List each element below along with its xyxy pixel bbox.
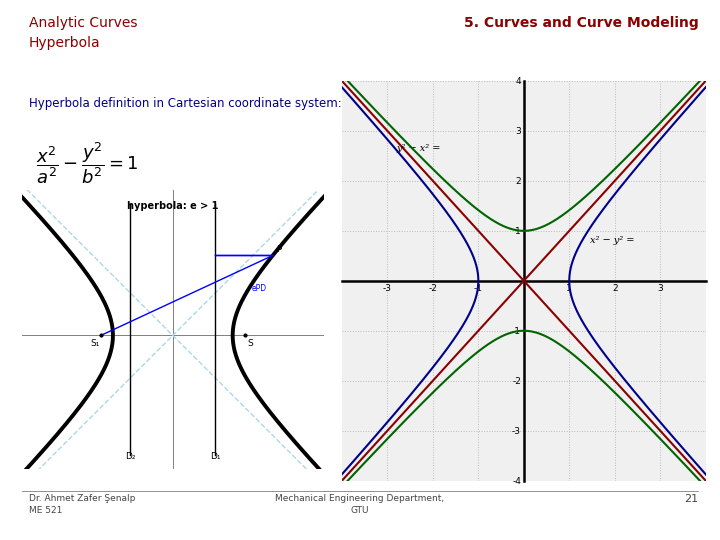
Text: Analytic Curves
Hyperbola: Analytic Curves Hyperbola xyxy=(29,16,138,50)
Text: hyperbola: e > 1: hyperbola: e > 1 xyxy=(127,201,218,212)
Text: y² − x² =: y² − x² = xyxy=(397,144,441,153)
Text: x² − y² =: x² − y² = xyxy=(590,237,634,245)
Text: Hyperbola definition in Cartesian coordinate system:: Hyperbola definition in Cartesian coordi… xyxy=(29,97,341,110)
Text: ePD: ePD xyxy=(251,285,266,293)
Text: S₁: S₁ xyxy=(90,339,99,348)
Text: Dr. Ahmet Zafer Şenalp
ME 521: Dr. Ahmet Zafer Şenalp ME 521 xyxy=(29,494,135,515)
Text: $\dfrac{x^2}{a^2} - \dfrac{y^2}{b^2} = 1$: $\dfrac{x^2}{a^2} - \dfrac{y^2}{b^2} = 1… xyxy=(36,140,139,186)
Text: D₂: D₂ xyxy=(125,453,135,462)
Text: P: P xyxy=(276,246,282,254)
Text: S: S xyxy=(247,339,253,348)
Text: 5. Curves and Curve Modeling: 5. Curves and Curve Modeling xyxy=(464,16,698,30)
Text: D₁: D₁ xyxy=(210,453,220,462)
Text: 21: 21 xyxy=(684,494,698,504)
Text: Mechanical Engineering Department,
GTU: Mechanical Engineering Department, GTU xyxy=(276,494,444,515)
